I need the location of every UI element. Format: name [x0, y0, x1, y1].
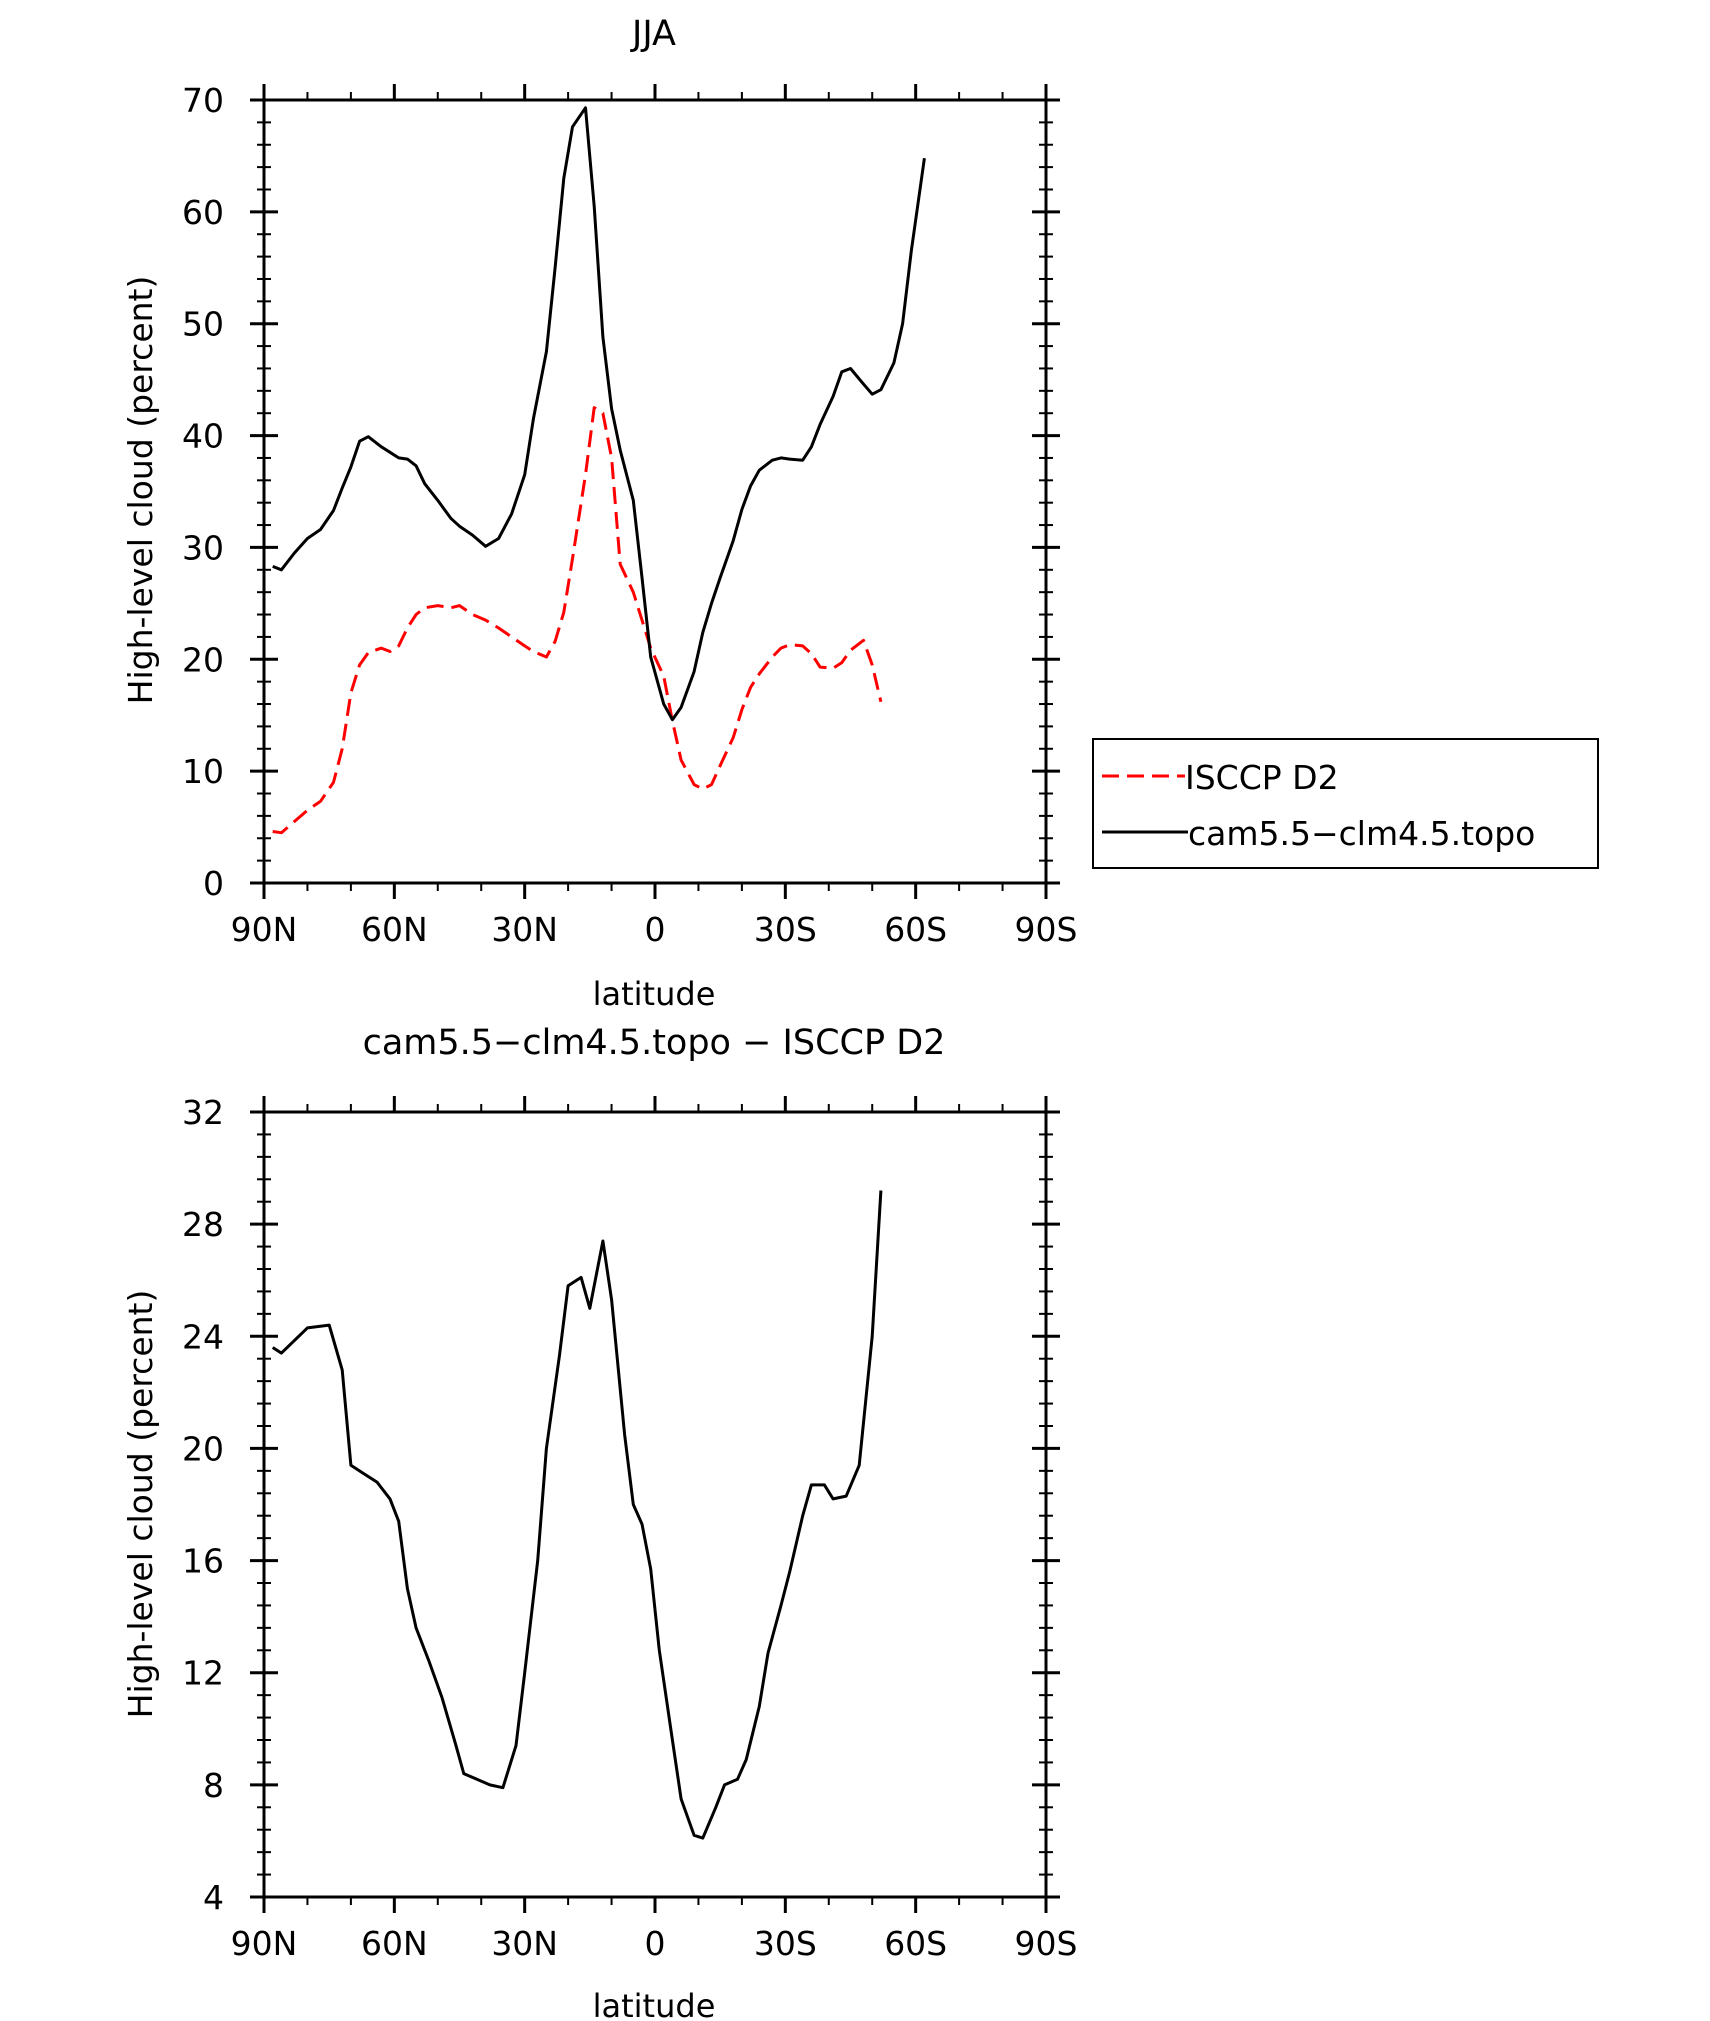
top-chart-legend: ISCCP D2 cam5.5−clm4.5.topo [1092, 738, 1599, 869]
x-tick-label: 60S [884, 1924, 947, 1963]
x-tick-label: 30S [754, 1924, 817, 1963]
x-tick-label: 90S [1015, 910, 1078, 949]
legend-label-isccp: ISCCP D2 [1185, 758, 1339, 797]
y-tick-label: 60 [182, 193, 224, 232]
y-tick-label: 16 [182, 1542, 224, 1581]
y-tick-label: 40 [182, 417, 224, 456]
cam-model-line [272, 106, 926, 722]
top-chart-x-tick-labels: 90N 60N 30N 0 30S 60S 90S [231, 910, 1078, 949]
x-tick-label: 30S [754, 910, 817, 949]
bottom-chart-title: cam5.5−clm4.5.topo − ISCCP D2 [363, 1023, 946, 1063]
y-tick-label: 10 [182, 752, 224, 791]
bottom-chart-frame [262, 1110, 1048, 1899]
legend-label-cam: cam5.5−clm4.5.topo [1188, 814, 1535, 853]
bottom-chart-xlabel: latitude [593, 1987, 716, 2021]
legend-box [1092, 738, 1599, 869]
x-tick-label: 90S [1015, 1924, 1078, 1963]
x-tick-label: 30N [491, 1924, 558, 1963]
top-chart-series [272, 106, 926, 835]
top-chart-title: JJA [630, 14, 676, 54]
top-chart-panel: JJA High-level cloud (percent) latitude … [121, 14, 1077, 1013]
bottom-chart-x-tick-labels: 90N 60N 30N 0 30S 60S 90S [231, 1924, 1078, 1963]
x-tick-label: 60N [361, 910, 428, 949]
bottom-chart-series [271, 1190, 883, 1840]
y-tick-label: 70 [182, 81, 224, 120]
x-tick-label: 90N [231, 1924, 298, 1963]
y-tick-label: 0 [203, 864, 224, 903]
x-tick-label: 60N [361, 1924, 428, 1963]
top-chart-ylabel: High-level cloud (percent) [121, 276, 160, 705]
y-tick-label: 20 [182, 1429, 224, 1468]
x-tick-label: 90N [231, 910, 298, 949]
x-tick-label: 60S [884, 910, 947, 949]
top-chart-frame [262, 98, 1048, 885]
y-tick-label: 4 [203, 1878, 224, 1917]
top-chart-xlabel: latitude [593, 975, 716, 1013]
bottom-chart-y-tick-labels: 4 8 12 16 20 24 28 32 [182, 1093, 224, 1917]
y-tick-label: 30 [182, 528, 224, 567]
bottom-chart-panel: cam5.5−clm4.5.topo − ISCCP D2 High-level… [121, 1023, 1077, 2021]
x-tick-label: 30N [491, 910, 558, 949]
y-tick-label: 24 [182, 1317, 224, 1356]
y-tick-label: 32 [182, 1093, 224, 1132]
x-tick-label: 0 [645, 1924, 666, 1963]
y-tick-label: 12 [182, 1654, 224, 1693]
top-chart-ticks [250, 84, 1060, 899]
bottom-chart-ticks [250, 1096, 1060, 1913]
top-chart-y-tick-labels: 0 10 20 30 40 50 60 70 [182, 81, 224, 903]
y-tick-label: 28 [182, 1205, 224, 1244]
x-tick-label: 0 [645, 910, 666, 949]
bottom-chart-ylabel: High-level cloud (percent) [121, 1290, 160, 1719]
isccp-d2-line [272, 406, 883, 835]
y-tick-label: 8 [203, 1766, 224, 1805]
y-tick-label: 20 [182, 640, 224, 679]
y-tick-label: 50 [182, 305, 224, 344]
difference-line [271, 1190, 883, 1840]
